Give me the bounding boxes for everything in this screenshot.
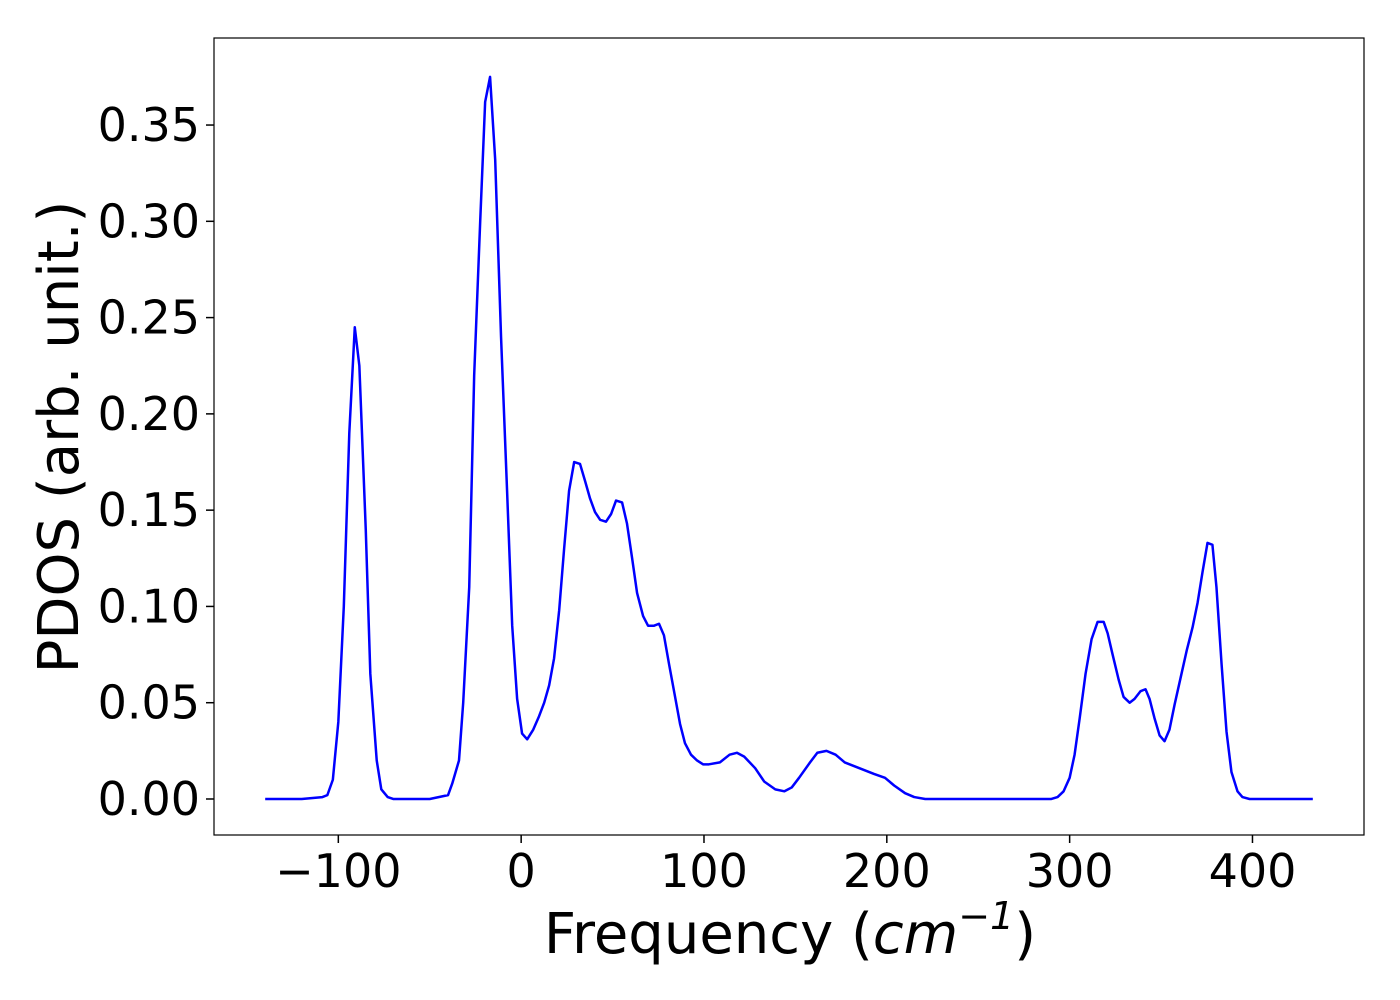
plot-frame xyxy=(213,37,1365,836)
y-tick-label: 0.15 xyxy=(98,483,200,537)
x-tick-label: 0 xyxy=(507,844,536,898)
y-tick-label: 0.25 xyxy=(98,291,200,345)
y-tick-label: 0.05 xyxy=(98,676,200,730)
x-label-prefix: Frequency ( xyxy=(544,902,873,967)
x-tick-label: −100 xyxy=(275,844,401,898)
y-tick-label: 0.10 xyxy=(98,579,200,633)
x-tick-label: 400 xyxy=(1209,844,1297,898)
x-tick-label: 200 xyxy=(843,844,931,898)
y-tick-label: 0.30 xyxy=(98,194,200,248)
y-tick-label: 0.35 xyxy=(98,98,200,152)
x-label-suffix: ) xyxy=(1014,902,1036,967)
y-axis-label: PDOS (arb. unit.) xyxy=(27,201,92,674)
x-tick-label: 100 xyxy=(660,844,748,898)
x-tick-label: 300 xyxy=(1026,844,1114,898)
data-line xyxy=(265,75,1313,801)
x-axis-label: Frequency (cm−1) xyxy=(544,894,1036,967)
x-label-exponent: −1 xyxy=(958,894,1014,938)
y-tick-label: 0.20 xyxy=(98,387,200,441)
y-tick-label: 0.00 xyxy=(98,772,200,826)
x-label-unit: cm xyxy=(873,902,958,967)
